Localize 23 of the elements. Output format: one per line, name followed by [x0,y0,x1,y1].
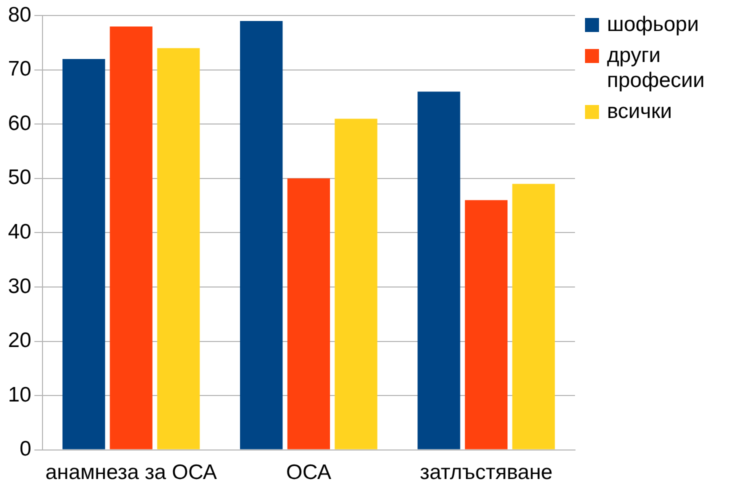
x-tick-label: ОСА [286,461,332,484]
y-tick-label: 0 [20,438,32,461]
y-tick-label: 80 [8,3,32,26]
x-tick-label: анамнеза за ОСА [45,461,217,484]
legend-label: всички [607,99,672,124]
legend-label: шофьори [607,12,699,37]
y-tick-label: 50 [8,166,32,190]
y-tick-label: 30 [8,274,32,298]
bar [110,26,152,450]
y-tick-label: 60 [8,112,32,135]
bar [334,118,378,450]
x-tick-label: затлъстяване [420,461,553,484]
bar [157,48,200,450]
bar [512,184,555,450]
y-tick-label: 70 [8,58,32,81]
bar [418,92,460,450]
bar [287,178,330,450]
bar [240,21,283,450]
y-tick-label: 10 [8,383,32,406]
bar [464,200,508,450]
y-tick-label: 40 [8,220,32,244]
bar [62,59,106,450]
y-tick-label: 20 [8,329,32,352]
